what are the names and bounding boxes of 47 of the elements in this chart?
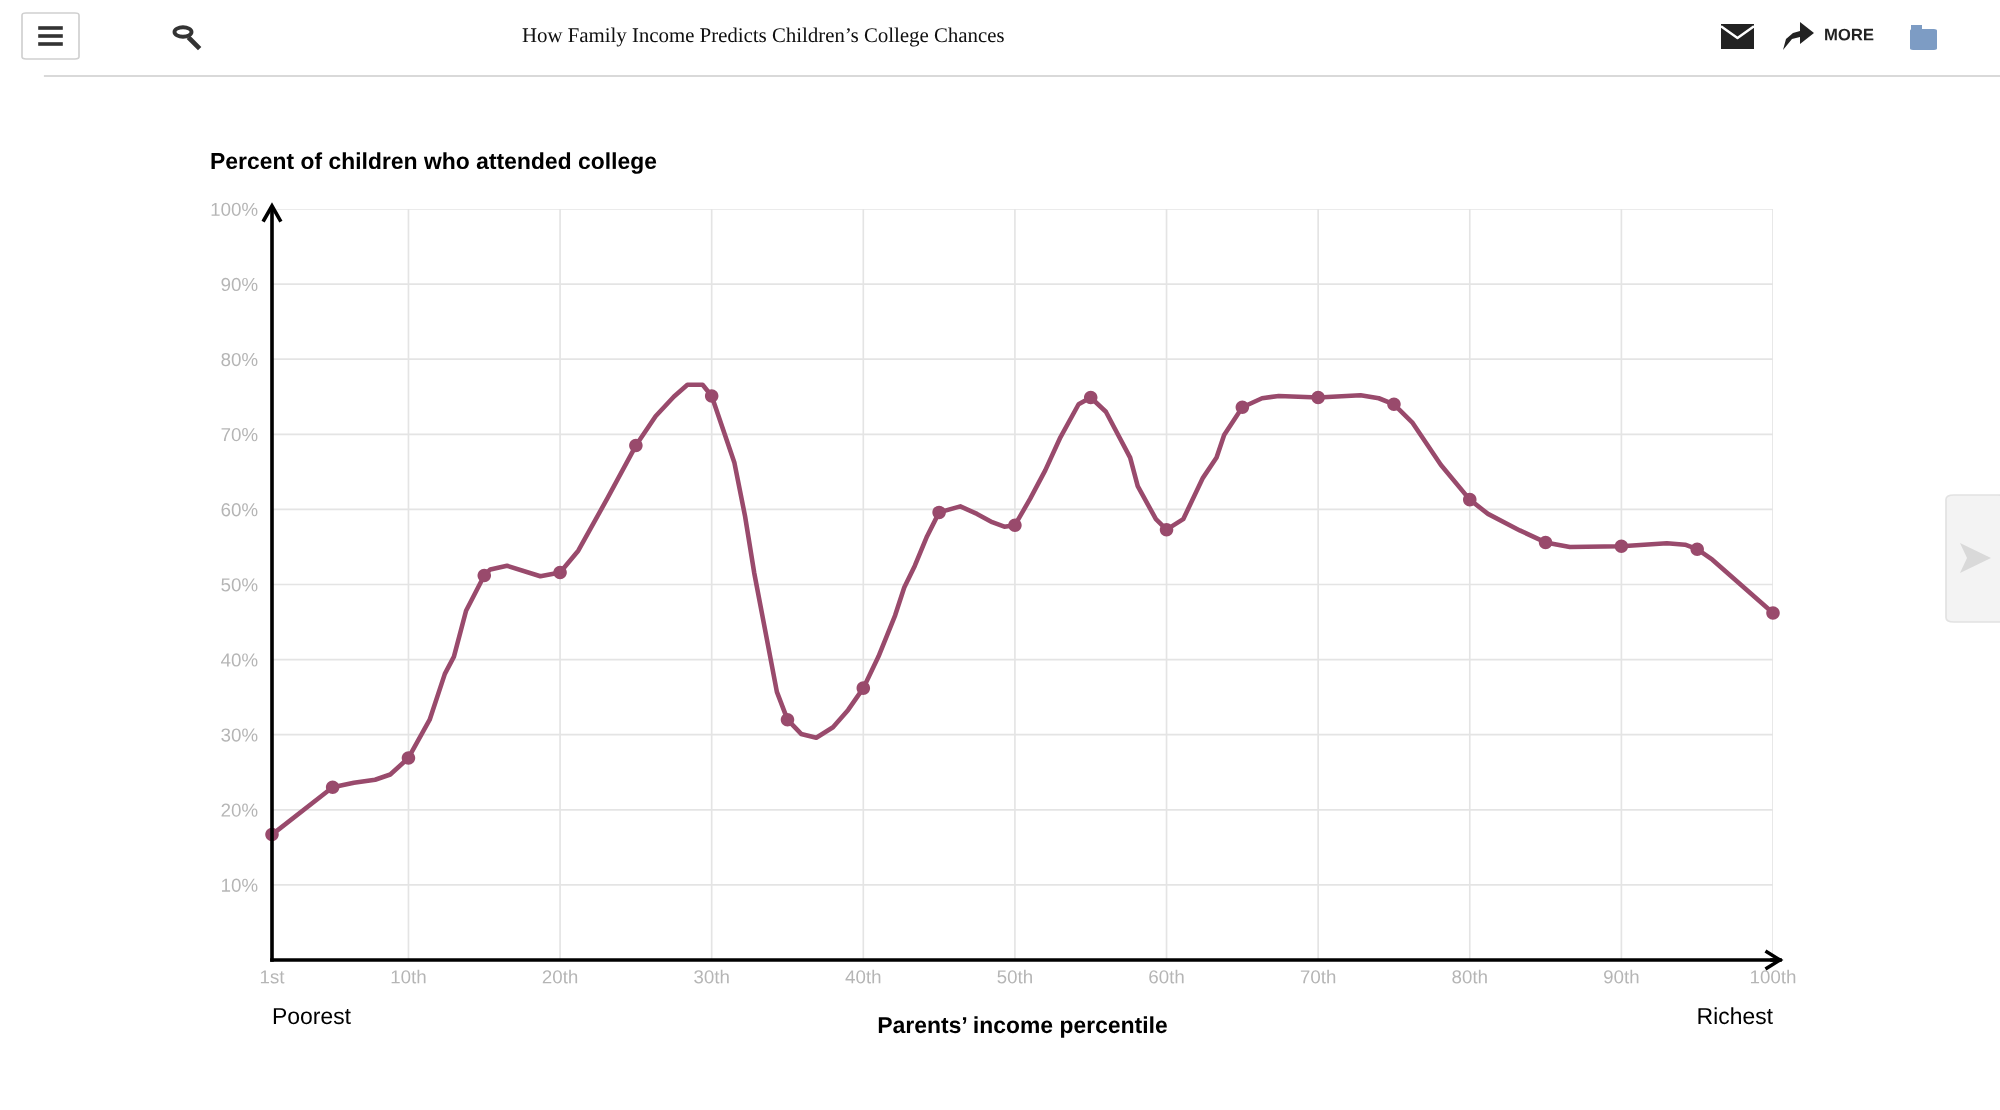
x-tick-label: 60th <box>1149 969 1184 984</box>
x-tick-label: 100th <box>1750 969 1796 984</box>
point <box>1463 492 1477 507</box>
point <box>704 389 719 403</box>
x-tick-label: 80th <box>1452 969 1487 984</box>
x-tick-label: 20th <box>542 969 578 984</box>
point <box>780 712 795 727</box>
text: Richest <box>1698 1007 1773 1025</box>
x-tick-label: 70th <box>1300 969 1336 984</box>
text: Poorest <box>273 1008 351 1025</box>
point <box>1614 539 1629 553</box>
point <box>932 505 946 520</box>
point <box>477 568 492 583</box>
point <box>1159 522 1174 537</box>
point <box>325 780 340 795</box>
x-tick-label: 1st <box>260 970 285 984</box>
point <box>1083 390 1098 405</box>
y-tick-label: 30% <box>221 728 258 742</box>
y-tick-label: 10% <box>222 878 258 892</box>
point <box>629 438 643 453</box>
text: MORE <box>1825 28 1874 41</box>
point <box>401 751 416 765</box>
x-tick-label: 10th <box>391 969 426 984</box>
y-tick-label: 80% <box>221 352 258 367</box>
point <box>1008 518 1022 532</box>
x-tick-label: 90th <box>1604 969 1639 984</box>
point <box>856 681 871 695</box>
point <box>1235 400 1250 415</box>
point <box>553 565 567 580</box>
y-tick-label: 70% <box>221 428 258 442</box>
chart-title: How Family Income Predicts Children’s College Chances <box>522 27 1004 47</box>
y-axis-title: Percent of children who attended college <box>211 152 657 174</box>
y-tick-label: 50% <box>221 578 258 592</box>
point <box>1311 390 1325 405</box>
x-tick-label: 50th <box>997 969 1032 984</box>
y-tick-label: 20% <box>221 803 258 817</box>
x-tick-label: 40th <box>845 969 881 984</box>
point <box>1766 606 1780 620</box>
x-tick-label: 30th <box>694 969 729 984</box>
point <box>1538 535 1553 550</box>
y-tick-label: 60% <box>221 503 258 517</box>
point <box>1387 397 1401 412</box>
point <box>1690 542 1704 556</box>
y-tick-label: 90% <box>221 277 258 292</box>
y-tick-label: 40% <box>221 653 258 667</box>
x-axis-title: Parents’ income percentile <box>878 1016 1167 1038</box>
y-tick-label: 100% <box>211 202 258 216</box>
